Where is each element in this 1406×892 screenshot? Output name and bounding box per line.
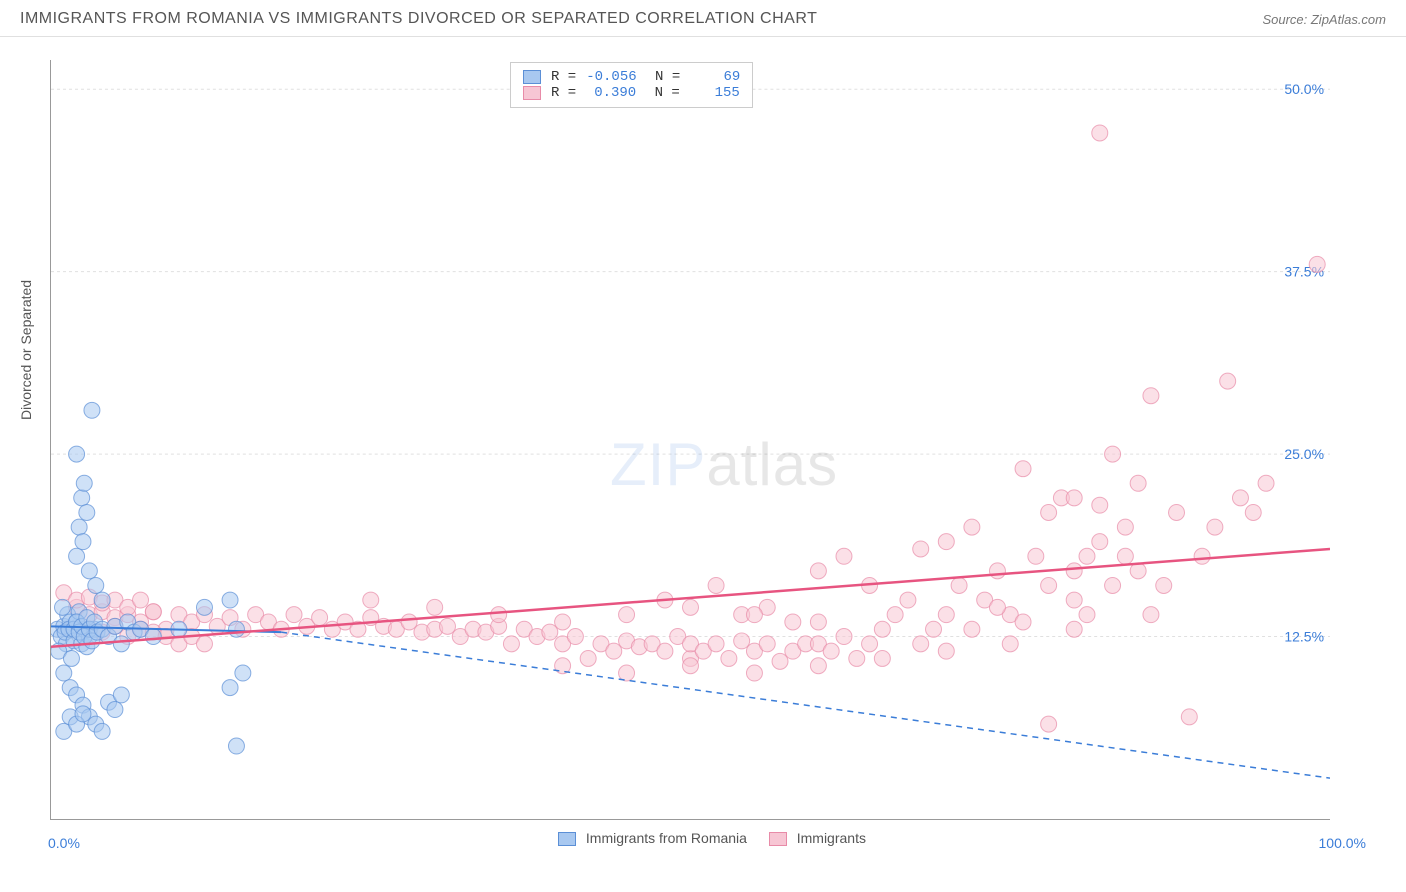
legend-n-value-immigrants: 155	[690, 85, 740, 101]
x-axis-legend: Immigrants from Romania Immigrants	[0, 830, 1406, 846]
x-legend-label-immigrants: Immigrants	[797, 830, 866, 846]
svg-text:12.5%: 12.5%	[1284, 629, 1324, 645]
correlation-legend: R = -0.056 N = 69 R = 0.390 N = 155	[510, 62, 753, 108]
legend-row-immigrants: R = 0.390 N = 155	[523, 85, 740, 101]
legend-n-label: N =	[646, 85, 680, 101]
x-legend-swatch-romania	[558, 832, 576, 846]
scatter-plot: 12.5%25.0%37.5%50.0%	[50, 60, 1330, 820]
chart-header: IMMIGRANTS FROM ROMANIA VS IMMIGRANTS DI…	[0, 0, 1406, 37]
legend-swatch-immigrants	[523, 86, 541, 100]
x-legend-label-romania: Immigrants from Romania	[586, 830, 747, 846]
legend-r-label: R =	[551, 69, 576, 85]
legend-n-value-romania: 69	[690, 69, 740, 85]
legend-swatch-romania	[523, 70, 541, 84]
legend-row-romania: R = -0.056 N = 69	[523, 69, 740, 85]
chart-container: 12.5%25.0%37.5%50.0% R = -0.056 N = 69 R…	[50, 60, 1370, 820]
source-attribution: Source: ZipAtlas.com	[1262, 12, 1386, 27]
legend-n-label: N =	[647, 69, 681, 85]
source-name: ZipAtlas.com	[1311, 12, 1386, 27]
svg-text:25.0%: 25.0%	[1284, 446, 1324, 462]
legend-r-value-romania: -0.056	[586, 69, 636, 85]
source-prefix: Source:	[1262, 12, 1310, 27]
x-legend-swatch-immigrants	[769, 832, 787, 846]
y-axis-label: Divorced or Separated	[18, 280, 34, 420]
legend-r-value-immigrants: 0.390	[586, 85, 636, 101]
svg-text:50.0%: 50.0%	[1284, 81, 1324, 97]
legend-r-label: R =	[551, 85, 576, 101]
chart-title: IMMIGRANTS FROM ROMANIA VS IMMIGRANTS DI…	[20, 10, 817, 28]
